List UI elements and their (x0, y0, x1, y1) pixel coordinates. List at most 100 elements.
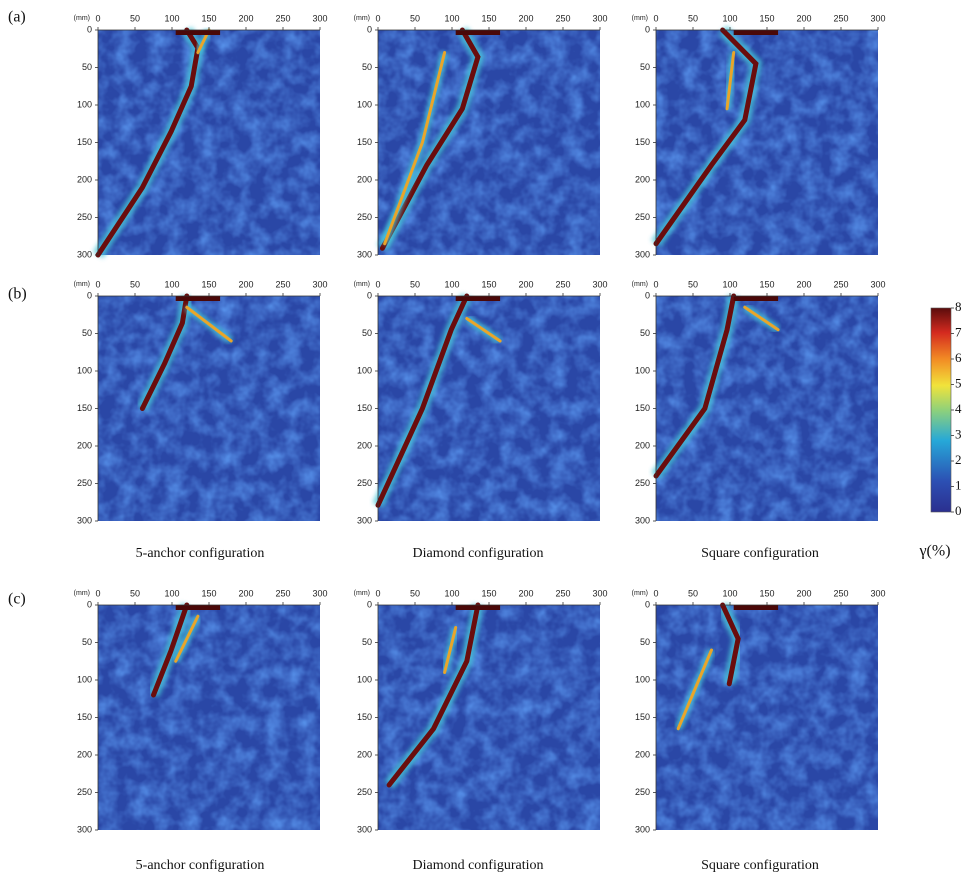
y-tick-label: 50 (640, 637, 650, 647)
y-tick-label: 50 (82, 637, 92, 647)
x-tick-label: 100 (164, 279, 179, 289)
x-tick-label: 50 (130, 279, 140, 289)
y-tick-label: 250 (77, 478, 92, 488)
x-tick-label: 250 (555, 13, 570, 23)
x-tick-label: 50 (410, 279, 420, 289)
x-tick-label: 200 (518, 13, 533, 23)
caption: Diamond configuration (412, 858, 543, 873)
x-tick-label: 0 (375, 588, 380, 598)
colorbar-tick-label: 0 (955, 503, 962, 518)
x-tick-label: 100 (164, 13, 179, 23)
x-tick-label: 150 (759, 588, 774, 598)
x-tick-label: 50 (688, 588, 698, 598)
x-tick-label: 50 (130, 588, 140, 598)
y-tick-label: 0 (367, 290, 372, 300)
caption: Diamond configuration (412, 546, 543, 561)
x-tick-label: 250 (833, 588, 848, 598)
row-label: (c) (8, 591, 26, 608)
axis-unit: (mm) (74, 590, 90, 597)
strain-map (98, 602, 320, 830)
y-tick-label: 200 (77, 749, 92, 759)
x-tick-label: 100 (444, 279, 459, 289)
y-tick-label: 300 (357, 824, 372, 834)
shear-band (185, 305, 233, 343)
x-tick-label: 150 (201, 279, 216, 289)
map-texture (98, 605, 320, 830)
row-label: (b) (8, 286, 27, 303)
y-tick-label: 150 (635, 712, 650, 722)
shear-band (174, 614, 200, 663)
x-tick-label: 150 (759, 279, 774, 289)
x-tick-label: 300 (592, 588, 607, 598)
x-tick-label: 200 (238, 279, 253, 289)
y-tick-label: 300 (635, 515, 650, 525)
x-tick-label: 150 (481, 588, 496, 598)
y-tick-label: 100 (77, 99, 92, 109)
y-tick-label: 50 (640, 328, 650, 338)
map-top (455, 296, 501, 301)
x-tick-label: 150 (201, 13, 216, 23)
y-tick-label: 300 (77, 249, 92, 259)
x-tick-label: 200 (238, 13, 253, 23)
colorbar-tick-label: 2 (955, 452, 962, 467)
strain-map (98, 293, 320, 521)
colorbar-tick-label: 4 (955, 401, 962, 416)
x-tick-label: 250 (833, 279, 848, 289)
x-tick-label: 0 (95, 588, 100, 598)
y-tick-label: 0 (367, 599, 372, 609)
colorbar-label: γ(%) (918, 543, 950, 560)
caption: 5-anchor configuration (136, 546, 265, 561)
shear-band (95, 27, 201, 258)
x-tick-label: 300 (870, 279, 885, 289)
y-tick-label: 50 (640, 62, 650, 72)
shear-band (653, 293, 737, 479)
x-tick-label: 0 (653, 279, 658, 289)
y-tick-label: 100 (357, 674, 372, 684)
x-tick-label: 50 (130, 13, 140, 23)
colorbar-tick-label: 5 (955, 375, 962, 390)
colorbar-tick-label: 3 (955, 426, 962, 441)
x-tick-label: 300 (592, 13, 607, 23)
y-tick-label: 0 (645, 599, 650, 609)
shear-band (720, 602, 741, 687)
y-tick-label: 100 (357, 99, 372, 109)
map-top (455, 30, 501, 35)
x-tick-label: 250 (555, 588, 570, 598)
x-tick-label: 100 (722, 13, 737, 23)
map-texture (656, 296, 878, 521)
x-tick-label: 0 (375, 279, 380, 289)
map-top (733, 296, 779, 301)
map-top (175, 605, 221, 610)
x-tick-label: 300 (312, 13, 327, 23)
x-tick-label: 150 (481, 13, 496, 23)
caption: Square configuration (701, 546, 819, 561)
y-tick-label: 150 (77, 403, 92, 413)
y-tick-label: 100 (635, 365, 650, 375)
y-tick-label: 200 (77, 440, 92, 450)
y-tick-label: 200 (77, 174, 92, 184)
shear-band (465, 317, 502, 343)
y-tick-label: 250 (357, 787, 372, 797)
colorbar-tick-label: 1 (955, 477, 962, 492)
y-tick-label: 250 (357, 212, 372, 222)
x-tick-label: 100 (722, 279, 737, 289)
axis-unit: (mm) (354, 590, 370, 597)
y-tick-label: 150 (357, 137, 372, 147)
y-tick-label: 250 (77, 787, 92, 797)
y-tick-label: 0 (87, 290, 92, 300)
y-tick-label: 100 (77, 365, 92, 375)
y-tick-label: 150 (635, 403, 650, 413)
x-tick-label: 150 (759, 13, 774, 23)
x-tick-label: 300 (312, 588, 327, 598)
x-tick-label: 100 (722, 588, 737, 598)
map-texture (656, 30, 878, 255)
y-tick-label: 150 (77, 712, 92, 722)
y-tick-label: 0 (87, 24, 92, 34)
y-tick-label: 250 (357, 478, 372, 488)
x-tick-label: 250 (555, 279, 570, 289)
shear-band (653, 27, 759, 247)
y-tick-label: 200 (635, 174, 650, 184)
x-tick-label: 250 (275, 279, 290, 289)
y-tick-label: 150 (635, 137, 650, 147)
